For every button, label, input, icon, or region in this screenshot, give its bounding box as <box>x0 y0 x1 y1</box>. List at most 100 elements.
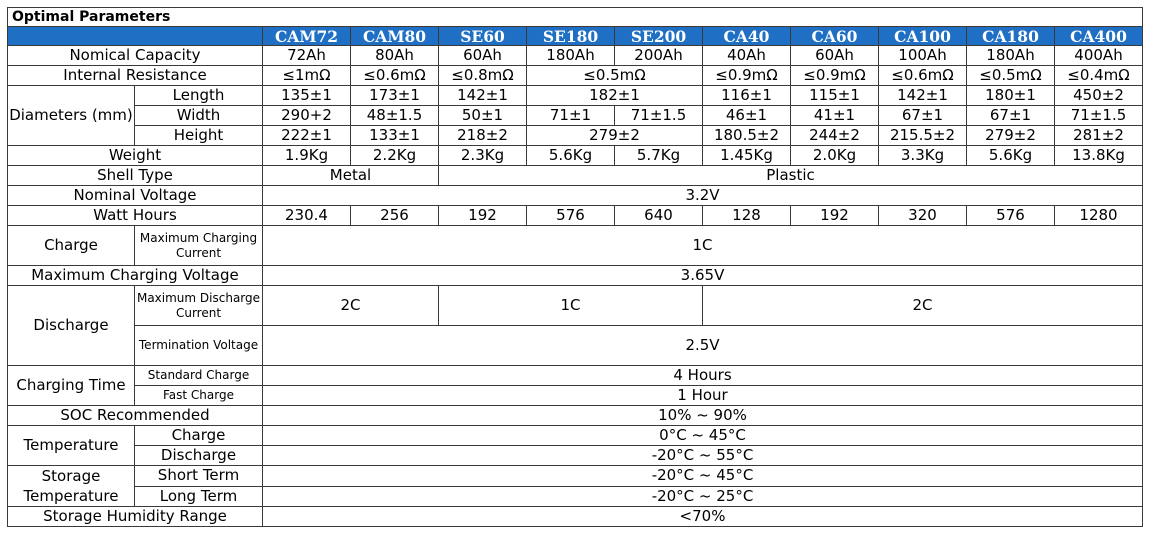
header-blank <box>7 26 263 46</box>
table-cell: 60Ah <box>438 45 527 66</box>
table-cell: -20°C ~ 45°C <box>261 465 1144 487</box>
table-cell: 2.5V <box>261 325 1144 366</box>
table-cell: 400Ah <box>1053 45 1144 66</box>
table-row: Nomical Capacity 72Ah 80Ah 60Ah 180Ah 20… <box>7 45 1144 66</box>
row-label: SOC Recommended <box>7 405 263 426</box>
sub-label: Maximum Charging Current <box>134 225 263 266</box>
sub-label: Termination Voltage <box>134 325 263 366</box>
table-cell: ≤0.9mΩ <box>790 65 879 86</box>
table-cell: 2.3Kg <box>438 145 527 166</box>
model-header: SE180 <box>526 26 615 46</box>
table-row: Long Term -20°C ~ 25°C <box>8 485 1144 507</box>
model-header: SE60 <box>438 26 527 46</box>
table-row: Height 222±1 133±1 218±2 279±2 180.5±2 2… <box>8 125 1144 146</box>
table-cell: 576 <box>966 205 1055 226</box>
row-label: Storage Temperature <box>7 465 135 507</box>
table-cell: 128 <box>702 205 791 226</box>
table-cell: 100Ah <box>878 45 967 66</box>
table-cell: ≤0.5mΩ <box>966 65 1055 86</box>
model-header: CA180 <box>966 26 1055 46</box>
table-row: Watt Hours 230.4 256 192 576 640 128 192… <box>7 205 1144 226</box>
row-label: Charging Time <box>7 365 135 406</box>
table-row: Weight 1.9Kg 2.2Kg 2.3Kg 5.6Kg 5.7Kg 1.4… <box>7 145 1144 166</box>
table-cell: 142±1 <box>878 85 967 106</box>
table-cell: 1.9Kg <box>262 145 351 166</box>
table-cell: 71±1 <box>526 105 615 126</box>
table-cell: -20°C ~ 55°C <box>261 445 1144 466</box>
table-cell: ≤0.8mΩ <box>438 65 527 86</box>
table-row: Maximum Charging Voltage 3.65V <box>7 265 1144 286</box>
table-row: Shell Type Metal Plastic <box>7 165 1144 186</box>
table-cell: 13.8Kg <box>1053 145 1144 166</box>
table-cell: 67±1 <box>878 105 967 126</box>
table-cell: 2.0Kg <box>790 145 879 166</box>
table-cell: 5.6Kg <box>966 145 1055 166</box>
table-row: Storage Temperature Short Term -20°C ~ 4… <box>7 465 1144 507</box>
table-cell: 60Ah <box>790 45 879 66</box>
model-header: CA400 <box>1053 26 1144 46</box>
model-header: CA40 <box>702 26 791 46</box>
table-row: Nominal Voltage 3.2V <box>7 185 1144 206</box>
table-cell: 3.65V <box>261 265 1144 286</box>
row-label: Shell Type <box>7 165 263 186</box>
table-cell: 46±1 <box>702 105 791 126</box>
table-row: Temperature Charge 0°C ~ 45°C <box>7 425 1144 466</box>
table-cell: 142±1 <box>438 85 527 106</box>
table-cell: Metal <box>262 165 439 186</box>
table-cell: 0°C ~ 45°C <box>261 425 1144 446</box>
row-label: Nominal Voltage <box>7 185 263 206</box>
table-row: Internal Resistance ≤1mΩ ≤0.6mΩ ≤0.8mΩ ≤… <box>7 65 1144 86</box>
sub-label: Maximum Discharge Current <box>134 285 263 326</box>
table-cell: Plastic <box>437 165 1144 186</box>
table-cell: 173±1 <box>350 85 439 106</box>
model-header: CAM72 <box>262 26 351 46</box>
table-cell: 256 <box>350 205 439 226</box>
table-cell: 1280 <box>1053 205 1144 226</box>
row-label: Internal Resistance <box>7 65 263 86</box>
table-cell: ≤0.6mΩ <box>350 65 439 86</box>
sub-label: Length <box>134 85 263 106</box>
table-row: Charge Maximum Charging Current 1C <box>7 225 1144 266</box>
table-cell: 244±2 <box>790 125 879 146</box>
sub-label: Charge <box>134 425 263 446</box>
sub-label: Long Term <box>134 485 263 507</box>
table-cell: 200Ah <box>614 45 703 66</box>
model-header: CAM80 <box>350 26 439 46</box>
table-cell: 71±1.5 <box>614 105 703 126</box>
table-cell: 1.45Kg <box>702 145 791 166</box>
table-cell: 3.3Kg <box>878 145 967 166</box>
table-cell: 1C <box>438 285 703 326</box>
table-cell: 215.5±2 <box>878 125 967 146</box>
table-cell: 5.7Kg <box>614 145 703 166</box>
table-cell: 80Ah <box>350 45 439 66</box>
table-row: Discharge -20°C ~ 55°C <box>8 445 1144 466</box>
table-cell: 279±2 <box>526 125 703 146</box>
table-cell: 279±2 <box>966 125 1055 146</box>
table-cell: ≤0.5mΩ <box>526 65 703 86</box>
table-cell: 135±1 <box>262 85 351 106</box>
table-row: Storage Humidity Range <70% <box>7 506 1144 527</box>
table-row: Width 290+2 48±1.5 50±1 71±1 71±1.5 46±1… <box>8 105 1144 126</box>
table-cell: 1C <box>261 225 1144 266</box>
table-cell: ≤0.4mΩ <box>1053 65 1144 86</box>
table-cell: ≤0.6mΩ <box>878 65 967 86</box>
sub-label: Height <box>134 125 263 146</box>
table-cell: 180Ah <box>966 45 1055 66</box>
table-cell: 192 <box>438 205 527 226</box>
table-cell: 180±1 <box>966 85 1055 106</box>
table-cell: 1 Hour <box>261 385 1144 406</box>
table-cell: 133±1 <box>350 125 439 146</box>
table-cell: 40Ah <box>702 45 791 66</box>
table-cell: ≤0.9mΩ <box>702 65 791 86</box>
table-cell: 115±1 <box>790 85 879 106</box>
table-cell: 2C <box>701 285 1144 326</box>
table-cell: 71±1.5 <box>1053 105 1144 126</box>
table-cell: 281±2 <box>1053 125 1144 146</box>
table-cell: 48±1.5 <box>350 105 439 126</box>
sub-label: Width <box>134 105 263 126</box>
model-header: CA100 <box>878 26 967 46</box>
sub-label: Standard Charge <box>134 365 263 386</box>
table-cell: 192 <box>790 205 879 226</box>
row-label: Charge <box>7 225 135 266</box>
table-row: Charging Time Standard Charge 4 Hours <box>7 365 1144 406</box>
